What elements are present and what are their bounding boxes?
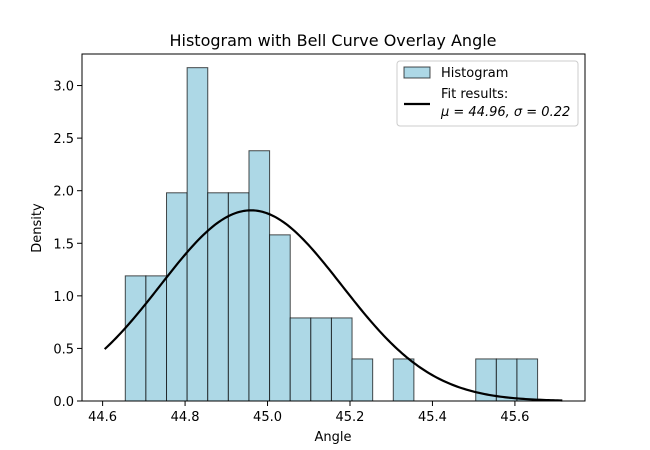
x-axis-label: Angle: [315, 430, 352, 445]
x-tick-label: 44.8: [171, 410, 200, 425]
y-tick-label: 2.5: [53, 132, 74, 147]
histogram-bar: [516, 358, 539, 402]
histogram-bar: [495, 358, 518, 402]
x-tick-label: 45.6: [500, 410, 529, 425]
legend-fit-params: μ = 44.96, σ = 0.22: [440, 105, 570, 120]
histogram-bar: [124, 275, 147, 402]
histogram-bar: [289, 317, 312, 402]
x-tick-label: 44.6: [88, 410, 117, 425]
legend: Histogram Fit results: μ = 44.96, σ = 0.…: [396, 60, 579, 127]
histogram-bar: [269, 234, 291, 402]
x-tick-label: 45.0: [253, 410, 282, 425]
legend-fit-label: Fit results:: [441, 87, 508, 102]
histogram-bar: [330, 317, 353, 402]
histogram-bar: [392, 358, 415, 402]
y-tick-label: 1.0: [53, 290, 74, 305]
histogram-bar: [248, 150, 271, 402]
y-tick-label: 2.0: [53, 185, 74, 200]
y-axis-ticks: 0.0 0.5 1.0 1.5 2.0 2.5 3.0: [53, 80, 82, 410]
histogram-bar: [145, 275, 168, 402]
y-tick-label: 3.0: [53, 80, 74, 95]
x-tick-label: 45.4: [418, 410, 447, 425]
y-tick-label: 0.5: [53, 342, 74, 357]
histogram-bar: [207, 192, 229, 402]
histogram-bar: [310, 317, 332, 402]
y-tick-label: 1.5: [53, 237, 74, 252]
plot-frame: [81, 53, 586, 402]
x-axis-ticks: 44.6 44.8 45.0 45.2 45.4 45.6: [88, 401, 529, 425]
bell-curve: [103, 209, 563, 402]
legend-box: [396, 60, 579, 127]
legend-histogram-label: Histogram: [441, 66, 508, 81]
chart-title: Histogram with Bell Curve Overlay Angle: [169, 31, 496, 50]
y-axis-label: Density: [30, 203, 45, 253]
x-tick-label: 45.2: [336, 410, 365, 425]
histogram-bar: [227, 192, 250, 402]
y-tick-label: 0.0: [53, 395, 74, 410]
histogram-bars: [124, 67, 539, 402]
legend-histogram-swatch: [403, 66, 431, 79]
histogram-bar: [166, 192, 188, 402]
histogram-bar: [351, 358, 374, 402]
